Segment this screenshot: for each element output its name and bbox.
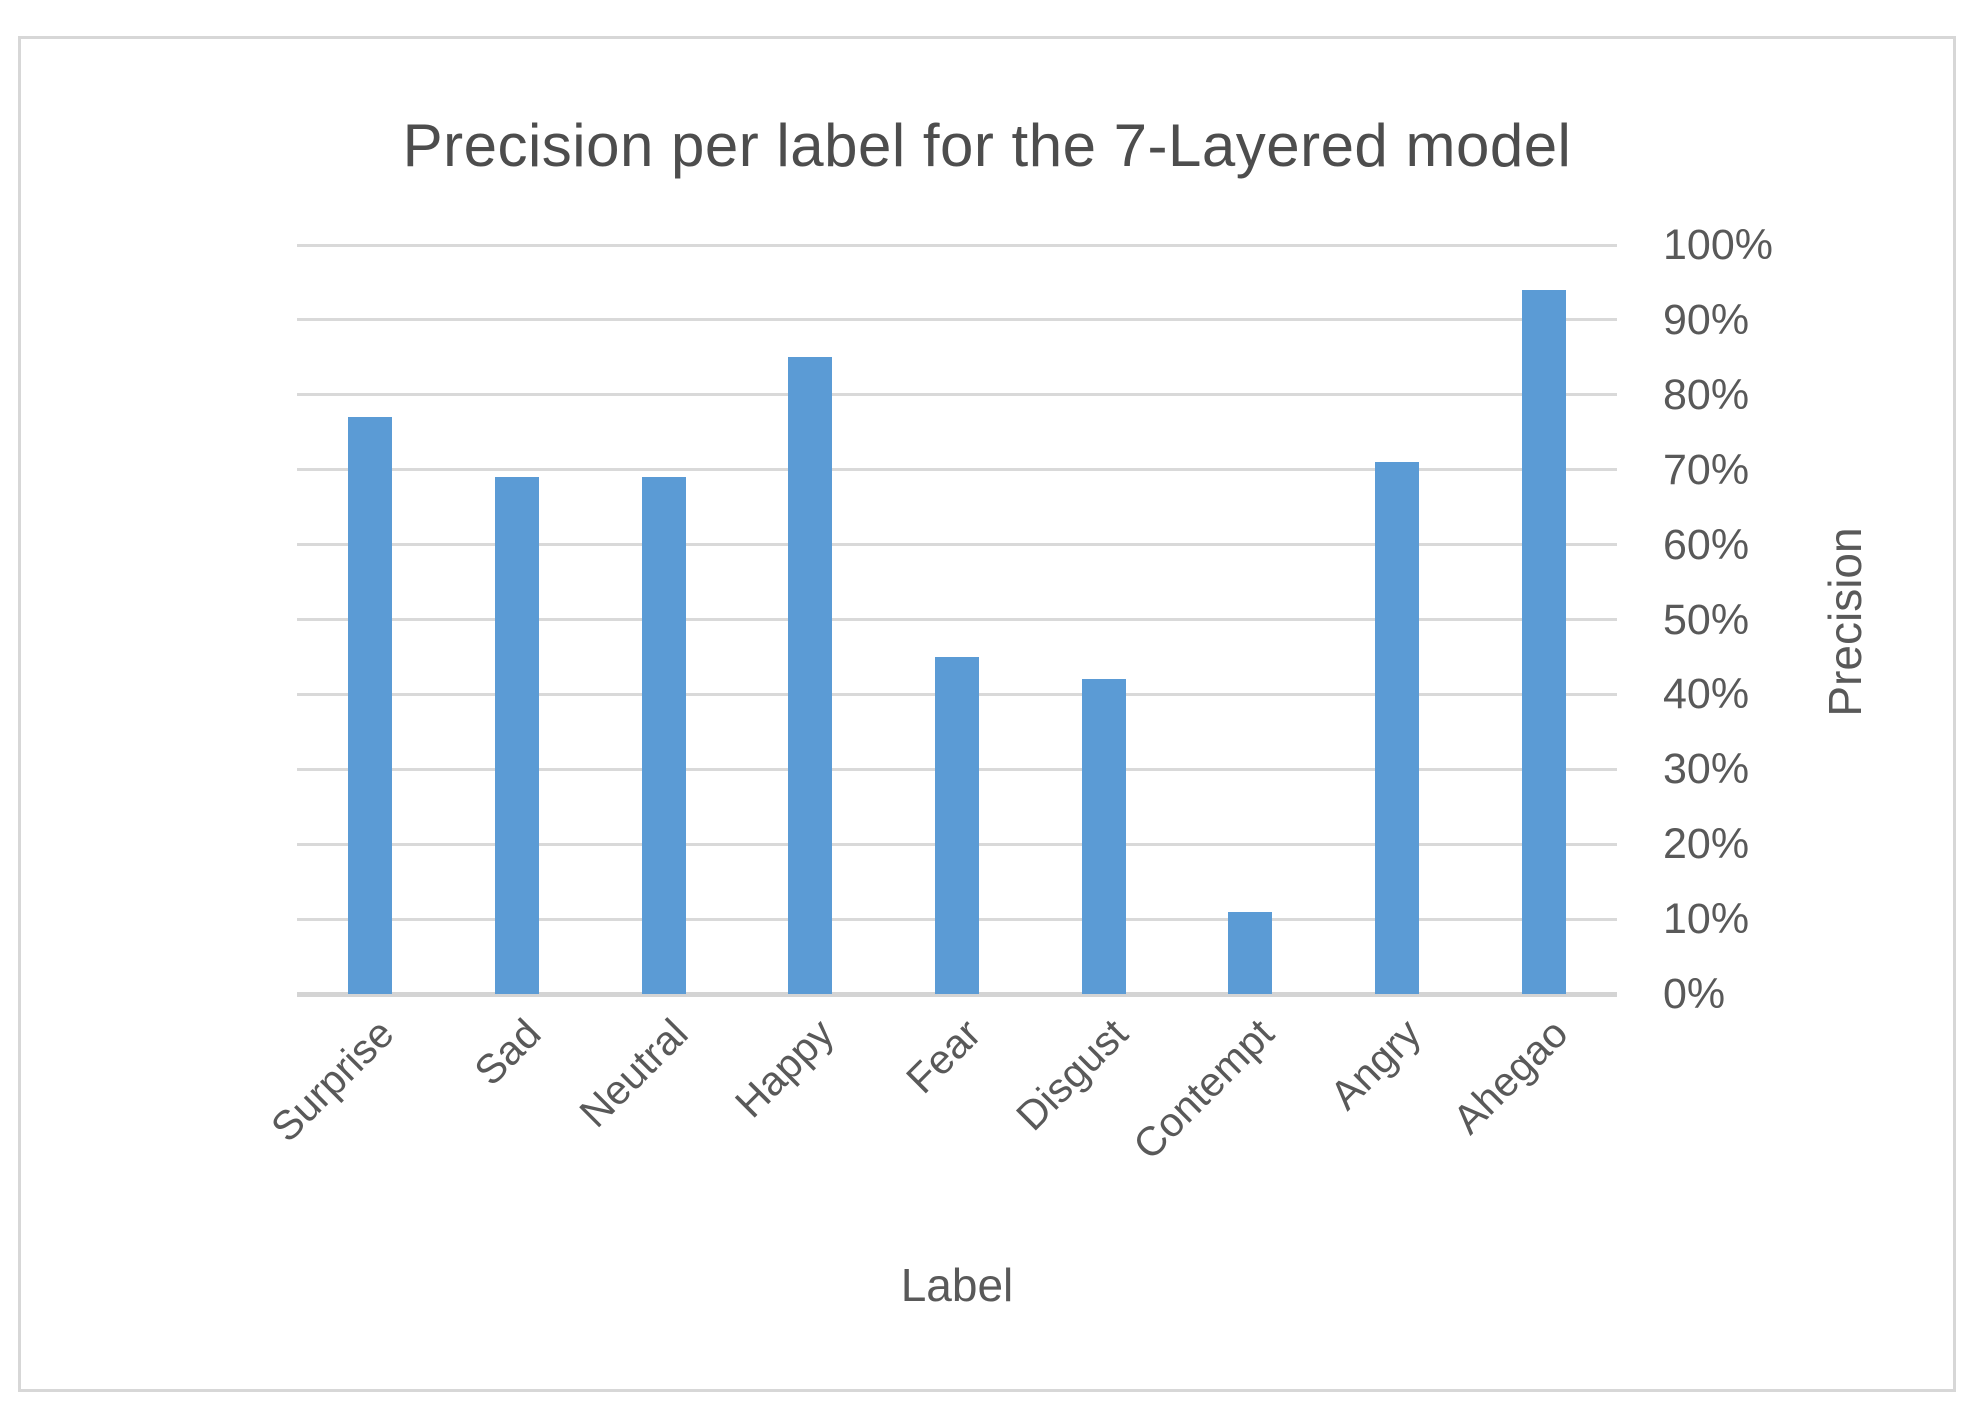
gridline-80% <box>297 393 1617 397</box>
bar-surprise <box>348 417 393 994</box>
gridline-50% <box>297 618 1617 621</box>
y-tick-label-0%: 0% <box>1663 970 1726 1018</box>
gridline-70% <box>297 468 1617 472</box>
bar-sad <box>495 477 539 994</box>
y-tick-label-10%: 10% <box>1663 895 1750 944</box>
bar-fear <box>935 656 980 994</box>
bar-disgust <box>1081 679 1126 994</box>
plot-area <box>297 243 1617 997</box>
x-axis-line <box>297 992 1617 997</box>
bar-slot-disgust <box>1030 245 1177 994</box>
bar-ahegao <box>1521 289 1566 994</box>
x-axis-title: Label <box>900 1259 1014 1311</box>
y-tick-label-80%: 80% <box>1663 370 1750 419</box>
y-tick-label-70%: 70% <box>1663 445 1750 494</box>
bar-contempt <box>1228 911 1273 994</box>
y-axis-title: Precision <box>1819 527 1871 717</box>
bar-slot-contempt <box>1177 245 1324 994</box>
bar-neutral <box>641 477 686 994</box>
bar-happy <box>788 357 833 994</box>
y-tick-label-50%: 50% <box>1663 595 1750 644</box>
y-tick-label-40%: 40% <box>1663 670 1750 719</box>
y-tick-label-90%: 90% <box>1663 295 1750 344</box>
gridline-100% <box>297 243 1617 247</box>
bar-slot-fear <box>884 245 1031 994</box>
bar-slot-ahegao <box>1470 245 1617 994</box>
gridline-60% <box>297 543 1617 547</box>
bar-series <box>297 245 1617 994</box>
y-tick-label-100%: 100% <box>1663 221 1773 269</box>
bar-slot-surprise <box>297 245 444 994</box>
y-tick-label-30%: 30% <box>1663 745 1750 794</box>
bar-slot-angry <box>1324 245 1471 994</box>
y-tick-label-60%: 60% <box>1663 520 1750 569</box>
chart-frame: Precision per label for the 7-Layered mo… <box>18 36 1956 1392</box>
y-tick-label-20%: 20% <box>1663 820 1750 869</box>
bar-slot-happy <box>737 245 884 994</box>
gridline-90% <box>297 318 1617 322</box>
chart-title: Precision per label for the 7-Layered mo… <box>402 112 1572 179</box>
bar-slot-sad <box>444 245 591 994</box>
bar-slot-neutral <box>590 245 737 994</box>
bar-angry <box>1375 462 1420 994</box>
